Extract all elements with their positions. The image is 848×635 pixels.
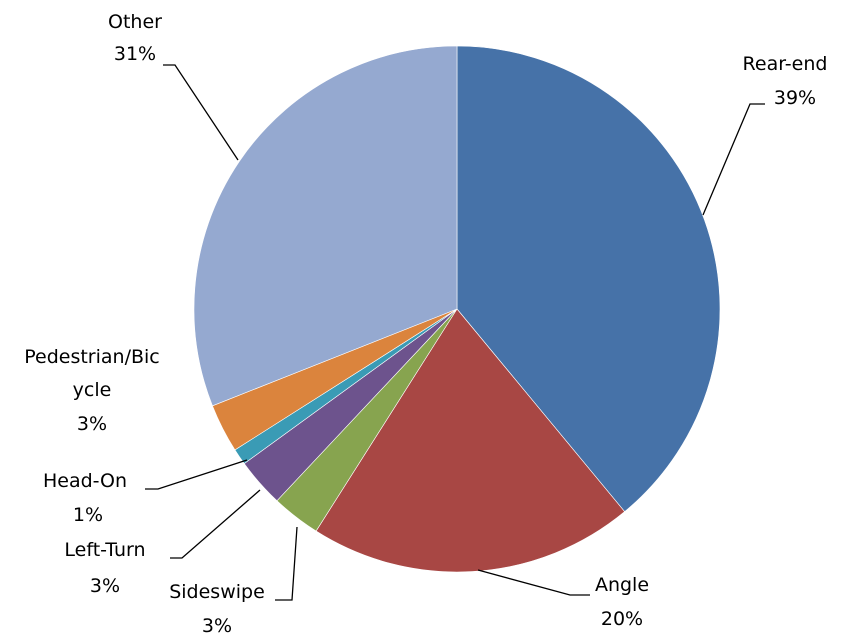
label-rear-end-name: Rear-end bbox=[743, 53, 828, 75]
leader-line-sideswipe bbox=[275, 526, 298, 601]
label-head-on-pct: 1% bbox=[73, 504, 103, 526]
leader-line-angle bbox=[477, 569, 590, 596]
label-left-turn-name: Left-Turn bbox=[64, 539, 145, 561]
leader-lines bbox=[145, 64, 765, 601]
pie-slices bbox=[193, 45, 721, 573]
pie-slice-other bbox=[193, 45, 458, 407]
label-ped-bike-name-line1: Pedestrian/Bic bbox=[24, 346, 160, 368]
label-angle-pct: 20% bbox=[601, 608, 643, 630]
label-ped-bike-name-line2: ycle bbox=[73, 379, 112, 401]
label-ped-bike-pct: 3% bbox=[77, 413, 107, 435]
label-other-name: Other bbox=[108, 11, 162, 33]
leader-line-other bbox=[163, 64, 239, 161]
data-labels: Rear-end 39% Angle 20% Sideswipe 3% Left… bbox=[24, 11, 827, 635]
leader-line-left-turn bbox=[170, 489, 261, 559]
pie-slice-rear-end bbox=[456, 45, 721, 513]
label-left-turn-pct: 3% bbox=[90, 575, 120, 597]
pie-slice-angle bbox=[315, 308, 626, 573]
label-other-pct: 31% bbox=[114, 43, 156, 65]
label-head-on-name: Head-On bbox=[43, 470, 127, 492]
leader-line-rear-end bbox=[702, 103, 765, 216]
label-sideswipe-name: Sideswipe bbox=[169, 581, 265, 603]
leader-line-head-on bbox=[145, 459, 248, 490]
label-rear-end-pct: 39% bbox=[774, 87, 816, 109]
label-sideswipe-pct: 3% bbox=[202, 615, 232, 635]
label-angle-name: Angle bbox=[595, 574, 649, 596]
